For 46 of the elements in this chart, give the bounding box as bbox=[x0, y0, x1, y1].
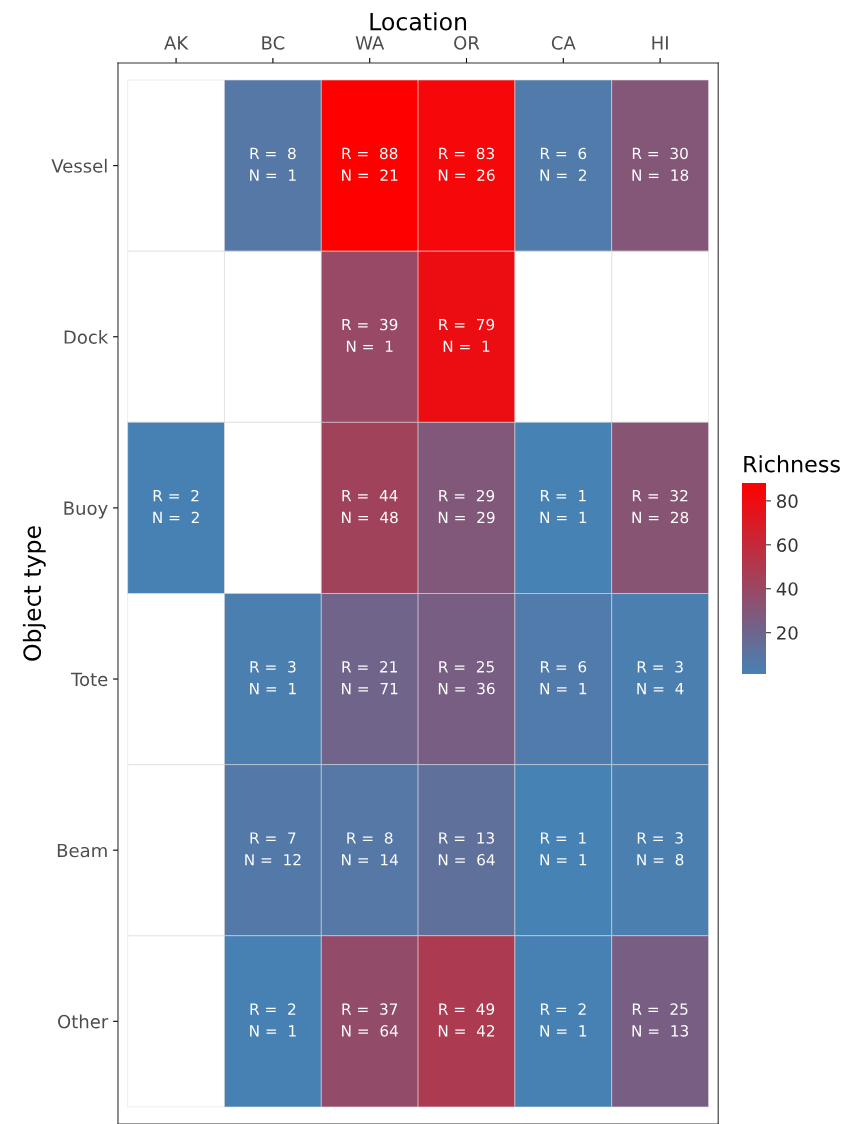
data-label: R = 44 N = 48 bbox=[342, 490, 398, 524]
y-tick-label: Beam bbox=[57, 843, 107, 858]
y-tick-label: Buoy bbox=[64, 501, 108, 519]
y-tick-label: Dock bbox=[64, 329, 109, 344]
data-label: R = 39 N = 1 bbox=[342, 318, 398, 352]
data-label: R = 21 N = 71 bbox=[342, 661, 398, 695]
data-label: R = 83 N = 26 bbox=[438, 147, 495, 181]
data-label: R = 2 N = 1 bbox=[540, 1003, 587, 1037]
data-label: R = 2 N = 2 bbox=[153, 489, 199, 523]
data-label: R = 1 N = 1 bbox=[540, 490, 587, 523]
data-label: R = 37 N = 64 bbox=[342, 1003, 398, 1037]
data-label: R = 25 N = 36 bbox=[438, 661, 495, 695]
y-tick-label: Vessel bbox=[51, 158, 107, 173]
data-label: R = 1 N = 1 bbox=[540, 832, 587, 866]
data-label: R = 3 N = 1 bbox=[250, 661, 296, 695]
x-tick-label: WA bbox=[355, 36, 385, 50]
data-label: R = 49 N = 42 bbox=[438, 1003, 495, 1037]
data-label: R = 30 N = 18 bbox=[632, 147, 689, 181]
data-label: R = 3 N = 4 bbox=[637, 661, 684, 695]
data-label: R = 25 N = 13 bbox=[632, 1003, 689, 1037]
data-label: R = 8 N = 1 bbox=[250, 147, 296, 181]
data-label: R = 13 N = 64 bbox=[438, 832, 495, 866]
x-tick-label: BC bbox=[262, 36, 285, 50]
y-tick-label: Other bbox=[58, 1014, 109, 1029]
data-label: R = 79 N = 1 bbox=[439, 318, 495, 352]
data-label: R = 7 N = 12 bbox=[245, 832, 301, 866]
color-bar-label: 40 bbox=[776, 582, 798, 596]
data-label: R = 2 N = 1 bbox=[250, 1003, 296, 1037]
color-bar-label: 80 bbox=[777, 494, 798, 509]
color-bar-title: Richness bbox=[744, 455, 840, 473]
x-tick-label: AK bbox=[164, 36, 189, 50]
data-label: R = 8 N = 14 bbox=[342, 832, 398, 866]
color-bar-label: 20 bbox=[777, 626, 798, 640]
y-tick-label: Tote bbox=[71, 672, 108, 687]
data-label: R = 3 N = 8 bbox=[637, 832, 684, 866]
data-label: R = 32 N = 28 bbox=[632, 489, 689, 524]
data-label: R = 6 N = 2 bbox=[540, 147, 587, 181]
x-tick-label: CA bbox=[551, 36, 576, 50]
x-axis-title: Location bbox=[370, 12, 467, 31]
data-label: R = 6 N = 1 bbox=[540, 661, 587, 695]
x-tick-label: OR bbox=[454, 36, 480, 50]
x-tick-label: HI bbox=[652, 36, 668, 50]
data-label: R = 29 N = 29 bbox=[438, 489, 495, 524]
color-bar-label: 60 bbox=[777, 538, 798, 552]
y-axis-title: Object type bbox=[22, 526, 46, 661]
data-label: R = 88 N = 21 bbox=[342, 147, 398, 181]
